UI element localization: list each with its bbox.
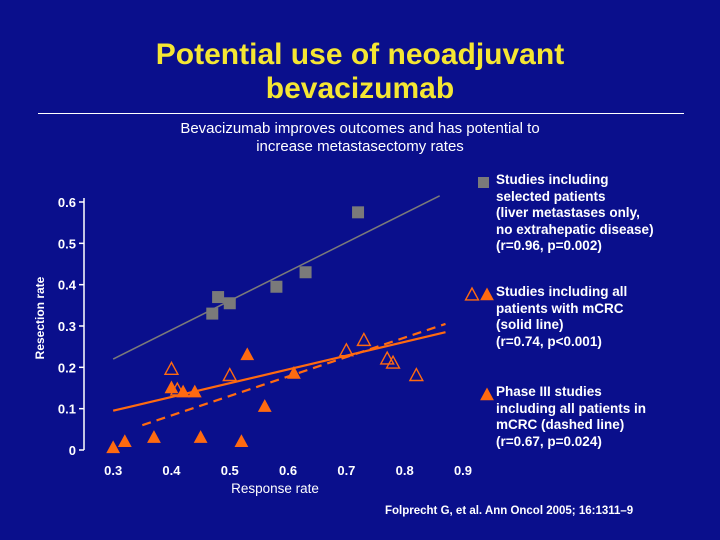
title-line-1: Potential use of neoadjuvant [155, 38, 565, 71]
y-tick-label: 0.4 [58, 278, 77, 293]
data-point-filled-triangle [117, 434, 132, 447]
legend-line: (liver metastases only, [496, 205, 640, 220]
y-tick-label: 0.1 [58, 402, 76, 417]
legend-line: mCRC (dashed line) [496, 417, 625, 432]
data-point-open-triangle [408, 367, 424, 382]
slide-title: Potential use of neoadjuvant bevacizumab [0, 38, 720, 106]
data-point-filled-triangle [257, 399, 272, 412]
subtitle-line-2: increase metastasectomy rates [256, 138, 464, 155]
data-point-open-triangle [356, 331, 372, 347]
x-tick-label: 0.9 [454, 463, 472, 478]
legend-entry-selected: Studies including selected patients (liv… [496, 172, 696, 255]
y-tick-label: 0.5 [58, 236, 76, 251]
legend-line: Studies including [496, 172, 609, 187]
data-point-square [299, 266, 312, 279]
x-axis-label: Response rate [231, 481, 319, 496]
data-point-filled-triangle [287, 366, 301, 379]
y-tick-label: 0 [69, 443, 76, 458]
data-point-filled-triangle [193, 430, 208, 443]
data-point-filled-triangle [187, 384, 202, 398]
legend-line: Studies including all [496, 284, 628, 299]
legend-line: selected patients [496, 188, 606, 204]
legend-filled-triangle [480, 287, 494, 301]
legend-entry-phase-iii: Phase III studies including all patients… [496, 384, 696, 450]
x-tick-label: 0.4 [162, 463, 181, 478]
fit-lines [112, 195, 446, 427]
chart-axes: 0 0.1 0.2 0.3 0.4 0.5 0.6 0.3 0.4 0.5 0.6 0.7 0.8 0.9 [58, 195, 472, 478]
data-point-filled-triangle [240, 347, 255, 361]
data-point-square [206, 307, 219, 320]
legend-line: (r=0.74, p<0.001) [496, 333, 602, 349]
legend-line: patients with mCRC [496, 300, 624, 316]
data-point-open-triangle [222, 367, 238, 382]
data-point-square [352, 206, 365, 219]
data-point-open-triangle [163, 360, 180, 375]
legend-line: no extrahepatic disease) [496, 221, 654, 237]
title-line-2: bevacizumab [265, 72, 455, 105]
x-tick-label: 0.5 [221, 463, 239, 478]
legend-line: Phase III studies [496, 384, 602, 399]
fit-line-dashed [141, 322, 446, 427]
legend-grey-square [478, 177, 489, 188]
data-point-square [223, 297, 236, 310]
legend-filled-triangle [480, 387, 494, 401]
x-tick-label: 0.7 [337, 463, 355, 478]
data-point-square [212, 291, 225, 304]
title-divider [38, 113, 684, 114]
citation: Folprecht G, et al. Ann Oncol 2005; 16:1… [385, 505, 634, 517]
data-point-square [270, 280, 283, 293]
legend-open-triangle [464, 286, 480, 301]
data-point-open-triangle [338, 342, 354, 357]
legend-symbols [464, 177, 494, 401]
data-point-filled-triangle [106, 440, 121, 454]
data-point-open-triangle [379, 350, 395, 365]
legend-line: (solid line) [496, 317, 564, 332]
y-tick-label: 0.6 [58, 195, 76, 210]
x-tick-label: 0.3 [104, 463, 122, 478]
y-tick-label: 0.2 [58, 360, 76, 375]
legend-entry-all-patients: Studies including all patients with mCRC… [496, 284, 696, 350]
data-point-open-triangle [385, 354, 401, 369]
y-axis-label: Resection rate [33, 276, 47, 359]
legend-line: (r=0.96, p=0.002) [496, 238, 602, 253]
x-tick-label: 0.6 [279, 463, 297, 478]
data-point-filled-triangle [147, 430, 161, 443]
data-point-filled-triangle [234, 434, 249, 447]
y-tick-label: 0.3 [58, 319, 76, 334]
legend-line: including all patients in [496, 400, 647, 416]
fit-line-solid [112, 331, 446, 412]
legend-line: (r=0.67, p=0.024) [496, 433, 602, 449]
fit-line-solid [112, 195, 441, 360]
data-point-filled-triangle [176, 384, 191, 398]
chart-marks [106, 206, 424, 454]
x-tick-label: 0.8 [396, 463, 414, 478]
slide-subtitle: Bevacizumab improves outcomes and has po… [0, 120, 720, 156]
data-point-filled-triangle [164, 380, 179, 394]
subtitle-line-1: Bevacizumab improves outcomes and has po… [180, 120, 540, 137]
